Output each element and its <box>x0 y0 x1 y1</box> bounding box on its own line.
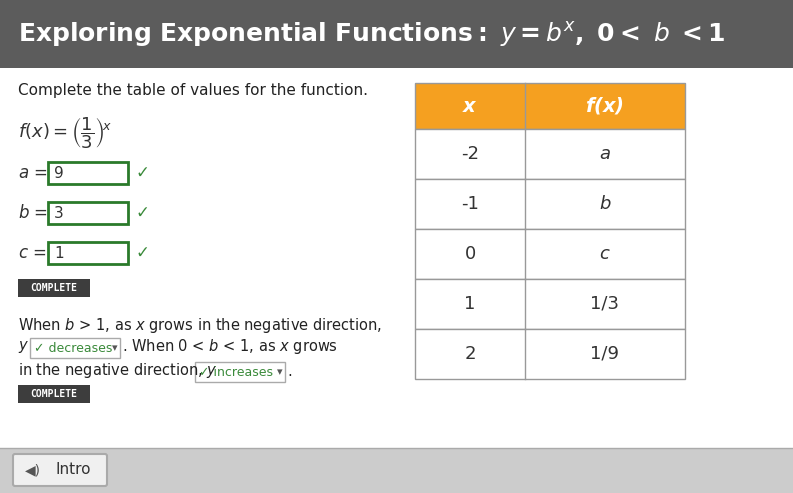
Text: 9: 9 <box>54 166 63 180</box>
Text: COMPLETE: COMPLETE <box>30 283 78 293</box>
Text: ▾: ▾ <box>278 367 283 377</box>
Text: $\mathit{c}$: $\mathit{c}$ <box>600 245 611 263</box>
FancyBboxPatch shape <box>415 179 685 229</box>
Text: $c$ =: $c$ = <box>18 244 47 262</box>
Text: 1/3: 1/3 <box>591 295 619 313</box>
FancyBboxPatch shape <box>18 279 90 297</box>
FancyBboxPatch shape <box>48 242 128 264</box>
Text: $\mathbf{Exploring\ Exponential\ Functions:}\ \mathbf{\mathit{y} = \mathit{b}^{\: $\mathbf{Exploring\ Exponential\ Functio… <box>18 20 726 48</box>
Text: $\bfit{f(x)}$: $\bfit{f(x)}$ <box>585 96 625 116</box>
FancyBboxPatch shape <box>415 229 685 279</box>
Text: Complete the table of values for the function.: Complete the table of values for the fun… <box>18 82 368 98</box>
Text: ✓ increases: ✓ increases <box>199 365 273 379</box>
FancyBboxPatch shape <box>0 0 793 68</box>
Text: $a$ =: $a$ = <box>18 164 48 182</box>
FancyBboxPatch shape <box>415 329 685 379</box>
FancyBboxPatch shape <box>415 279 685 329</box>
Text: -2: -2 <box>461 145 479 163</box>
FancyBboxPatch shape <box>415 83 685 129</box>
Text: $\bfit{x}$: $\bfit{x}$ <box>462 97 478 115</box>
FancyBboxPatch shape <box>415 129 685 179</box>
Text: $f(x) = \left(\dfrac{1}{3}\right)^{\!x}$: $f(x) = \left(\dfrac{1}{3}\right)^{\!x}$ <box>18 115 112 151</box>
Text: ✓ decreases: ✓ decreases <box>34 342 113 354</box>
Text: ▾: ▾ <box>112 343 118 353</box>
FancyBboxPatch shape <box>195 362 285 382</box>
Text: in the negative direction, $y$: in the negative direction, $y$ <box>18 361 218 381</box>
Text: $b$ =: $b$ = <box>18 204 48 222</box>
Text: When $b$ > 1, as $x$ grows in the negative direction,: When $b$ > 1, as $x$ grows in the negati… <box>18 316 382 335</box>
FancyBboxPatch shape <box>30 338 120 358</box>
FancyBboxPatch shape <box>48 162 128 184</box>
Text: -1: -1 <box>461 195 479 213</box>
Text: ✓: ✓ <box>136 164 150 182</box>
Text: $y$: $y$ <box>18 339 29 355</box>
FancyBboxPatch shape <box>18 385 90 403</box>
Text: $\mathit{a}$: $\mathit{a}$ <box>599 145 611 163</box>
Text: 1: 1 <box>54 246 63 260</box>
Text: Intro: Intro <box>56 462 90 478</box>
Text: 0: 0 <box>465 245 476 263</box>
Text: ◀): ◀) <box>25 463 41 477</box>
Text: ✓: ✓ <box>136 204 150 222</box>
Text: 3: 3 <box>54 206 63 220</box>
Text: 1/9: 1/9 <box>591 345 619 363</box>
Text: 1: 1 <box>465 295 476 313</box>
FancyBboxPatch shape <box>13 454 107 486</box>
Text: 2: 2 <box>464 345 476 363</box>
Text: COMPLETE: COMPLETE <box>30 389 78 399</box>
FancyBboxPatch shape <box>0 448 793 493</box>
Text: $\mathit{b}$: $\mathit{b}$ <box>599 195 611 213</box>
Text: . When 0 < $b$ < 1, as $x$ grows: . When 0 < $b$ < 1, as $x$ grows <box>122 338 338 356</box>
FancyBboxPatch shape <box>48 202 128 224</box>
Text: ✓: ✓ <box>136 244 150 262</box>
Text: .: . <box>287 363 292 379</box>
